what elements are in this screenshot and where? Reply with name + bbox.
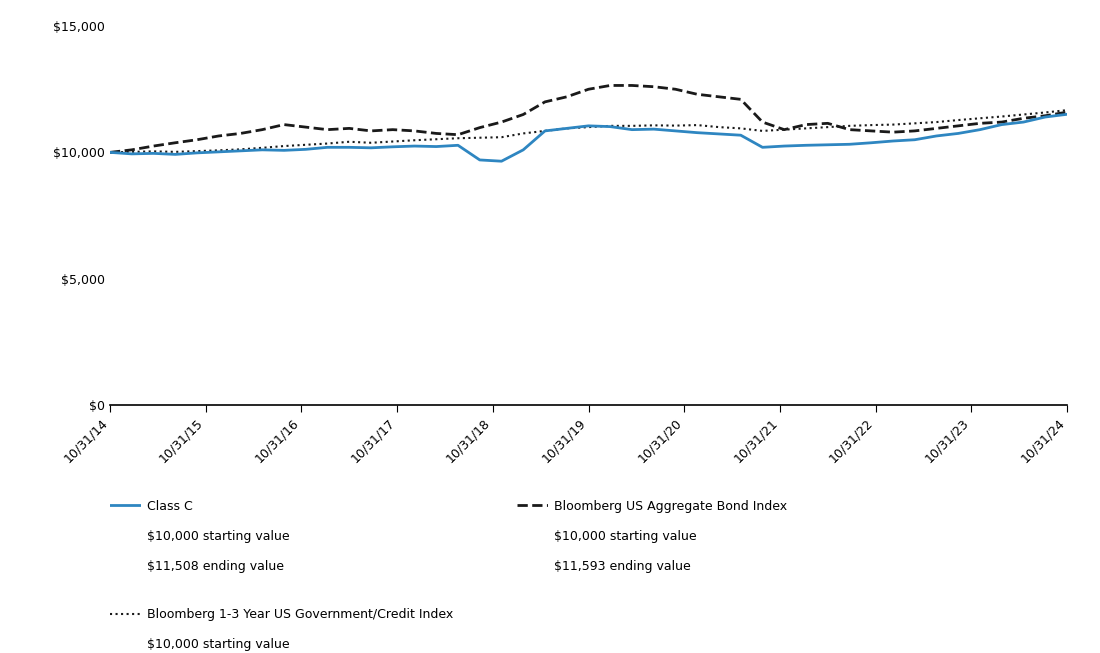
Text: Bloomberg 1-3 Year US Government/Credit Index: Bloomberg 1-3 Year US Government/Credit … bbox=[147, 608, 453, 621]
Text: Class C: Class C bbox=[147, 500, 194, 513]
Text: $10,000 starting value: $10,000 starting value bbox=[147, 530, 290, 543]
Text: $10,000 starting value: $10,000 starting value bbox=[147, 638, 290, 651]
Text: Bloomberg US Aggregate Bond Index: Bloomberg US Aggregate Bond Index bbox=[554, 500, 788, 513]
Text: $11,508 ending value: $11,508 ending value bbox=[147, 560, 285, 573]
Text: $11,593 ending value: $11,593 ending value bbox=[554, 560, 691, 573]
Text: $10,000 starting value: $10,000 starting value bbox=[554, 530, 697, 543]
